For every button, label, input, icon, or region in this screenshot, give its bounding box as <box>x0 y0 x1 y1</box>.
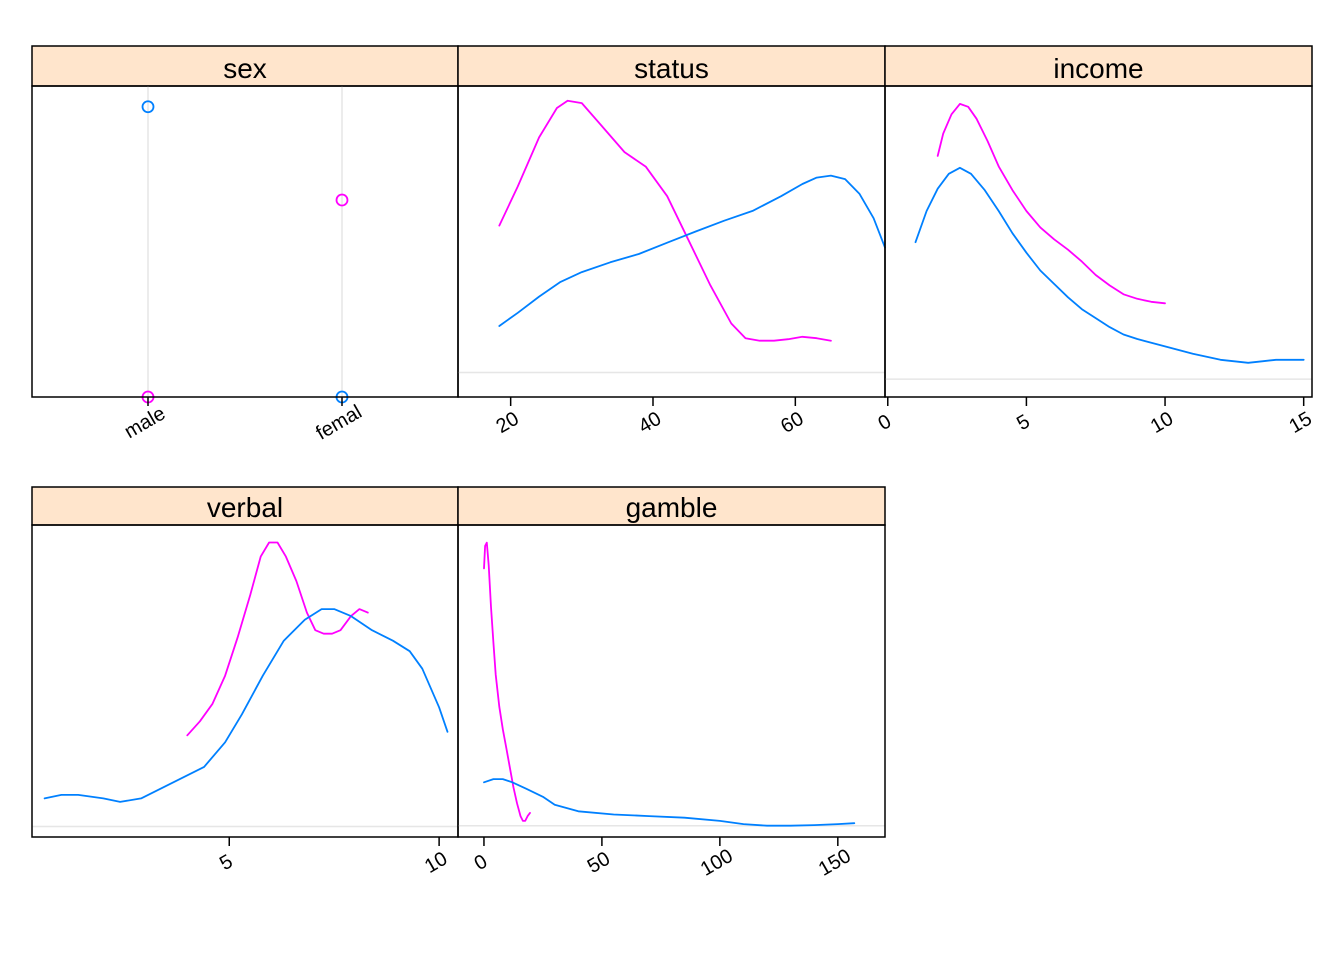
strip-label-sex: sex <box>223 53 267 84</box>
panel-frame-income <box>884 85 1313 398</box>
tick-label-income-15: 15 <box>1286 408 1316 438</box>
point-sex-s1-femal <box>335 193 349 207</box>
panel-gamble: gamble 0 50 100 150 <box>457 486 886 881</box>
panel-income: income 0 5 10 15 <box>874 45 1316 438</box>
tick-label-gamble-50: 50 <box>584 848 614 878</box>
strip-label-gamble: gamble <box>626 492 718 523</box>
panel-status: status 20 40 60 <box>457 45 886 438</box>
tick-label-gamble-100: 100 <box>697 845 737 881</box>
tick-label-verbal-5: 5 <box>216 850 237 875</box>
tick-label-income-0: 0 <box>874 410 895 435</box>
strip-verbal <box>31 486 459 526</box>
strip-income <box>884 45 1313 87</box>
strip-status <box>457 45 886 87</box>
tick-label-sex-femal: femal <box>312 401 365 445</box>
tick-label-gamble-0: 0 <box>471 850 492 875</box>
density-line-income-s1 <box>914 166 1305 364</box>
density-line-verbal-s0 <box>186 541 369 737</box>
density-line-gamble-s1 <box>483 778 856 827</box>
tick-label-status-20: 20 <box>493 408 523 438</box>
panel-sex: sex male femal <box>31 45 459 445</box>
density-line-income-s0 <box>936 103 1166 305</box>
point-sex-s0-male <box>141 100 155 114</box>
tick-label-income-5: 5 <box>1013 410 1034 435</box>
tick-label-status-60: 60 <box>777 408 807 438</box>
density-line-status-s1 <box>498 174 886 327</box>
panel-frame-verbal <box>31 524 459 838</box>
strip-label-verbal: verbal <box>207 492 283 523</box>
strip-sex <box>31 45 459 87</box>
strip-label-income: income <box>1053 53 1143 84</box>
strip-label-status: status <box>634 53 709 84</box>
tick-label-sex-male: male <box>121 402 170 443</box>
strip-gamble <box>457 486 886 526</box>
density-line-status-s0 <box>498 99 832 342</box>
tick-label-status-40: 40 <box>635 408 665 438</box>
tick-label-income-10: 10 <box>1147 408 1177 438</box>
density-line-verbal-s1 <box>43 608 449 803</box>
tick-label-gamble-150: 150 <box>815 845 855 881</box>
density-line-gamble-s0 <box>483 541 531 822</box>
panel-frame-sex <box>31 85 459 398</box>
tick-label-verbal-10: 10 <box>421 848 451 878</box>
panel-verbal: verbal 5 10 <box>31 486 459 878</box>
panel-frame-gamble <box>457 524 886 838</box>
